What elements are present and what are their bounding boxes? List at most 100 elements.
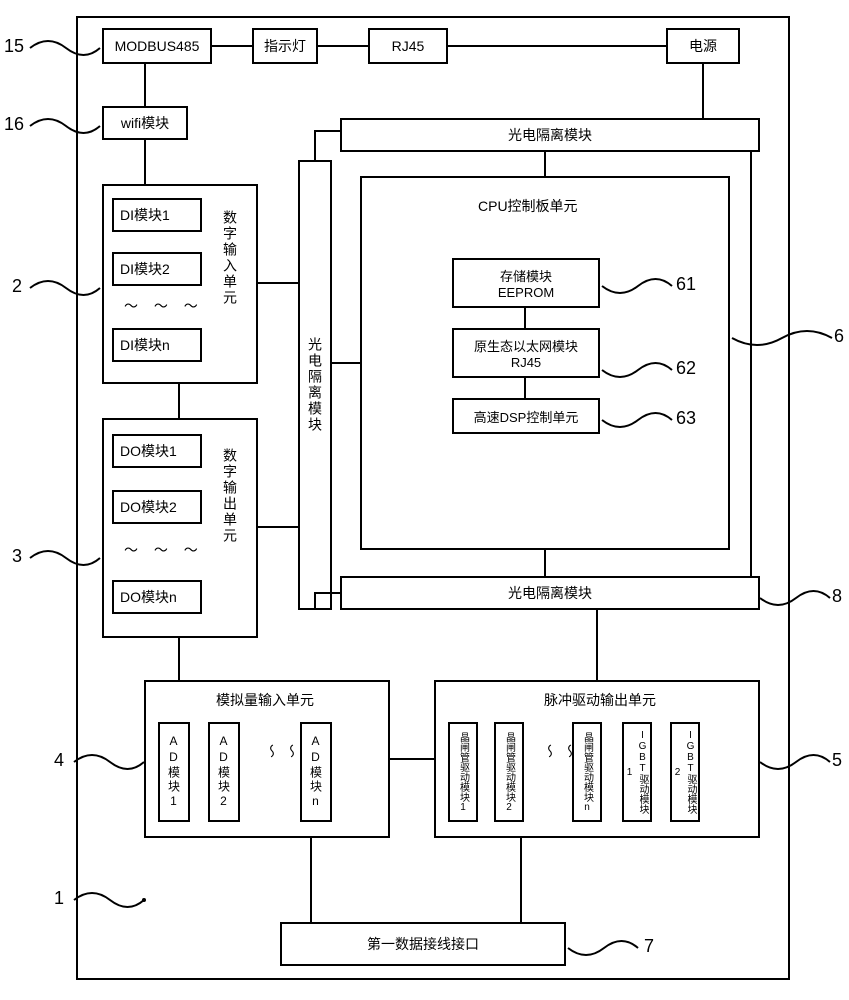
rj45-label: RJ45 xyxy=(392,38,425,54)
cpu-mem-eth xyxy=(524,308,526,328)
line-power-iso xyxy=(702,64,704,118)
iso-bottom: 光电隔离模块 xyxy=(340,576,760,610)
line-cpu-isobot xyxy=(544,550,546,576)
thy-m1-label: 晶闸管驱动模块1 xyxy=(456,732,471,813)
di-m2-label: DI模块2 xyxy=(120,259,170,279)
do-m2: DO模块2 xyxy=(112,490,202,524)
ad-mn: AD模块n xyxy=(300,722,332,822)
line-di-iso xyxy=(258,282,298,284)
wifi-box: wifi模块 xyxy=(102,106,188,140)
cpu-eth-dsp xyxy=(524,378,526,398)
iso-left: 光电隔离模块 xyxy=(298,160,332,610)
thy-mn: 晶闸管驱动模块n xyxy=(572,722,602,822)
lead-4 xyxy=(74,750,144,774)
line-iso-right xyxy=(750,152,752,576)
lead-15 xyxy=(30,36,100,60)
cpu-eth-val: RJ45 xyxy=(511,355,541,370)
do-m2-label: DO模块2 xyxy=(120,497,177,517)
lead-7 xyxy=(568,936,638,960)
bottom-iface-label: 第一数据接线接口 xyxy=(367,934,479,954)
analog-unit-label: 模拟量输入单元 xyxy=(216,690,314,710)
do-m1: DO模块1 xyxy=(112,434,202,468)
igbt-m2-label: IGBT驱动模块2 xyxy=(672,726,698,818)
di-m1: DI模块1 xyxy=(112,198,202,232)
modbus-box: MODBUS485 xyxy=(102,28,212,64)
line-wifi-di xyxy=(144,140,146,184)
cpu-eth-label: 原生态以太网模块 xyxy=(474,336,578,355)
line-isoleft-cpu xyxy=(332,362,360,364)
cpu-dsp: 高速DSP控制单元 xyxy=(452,398,600,434)
cpu-dsp-label: 高速DSP控制单元 xyxy=(474,407,579,426)
rj45-box: RJ45 xyxy=(368,28,448,64)
lead-2 xyxy=(30,276,100,300)
lead-63 xyxy=(602,408,672,432)
di-m1-label: DI模块1 xyxy=(120,205,170,225)
line-iso-bl-h xyxy=(314,592,340,594)
di-mn: DI模块n xyxy=(112,328,202,362)
wifi-label: wifi模块 xyxy=(121,113,169,133)
line-isobot-pulse xyxy=(596,610,598,680)
ref-62: 62 xyxy=(676,358,696,379)
di-unit-label: 数字输入单元 xyxy=(220,210,240,306)
pulse-unit-label: 脉冲驱动输出单元 xyxy=(544,690,656,710)
line-modbus-wifi xyxy=(144,64,146,106)
lead-61 xyxy=(602,274,672,298)
ref-16: 16 xyxy=(4,114,24,135)
iso-top-label: 光电隔离模块 xyxy=(508,125,592,145)
led-box: 指示灯 xyxy=(252,28,318,64)
cpu-eth: 原生态以太网模块 RJ45 xyxy=(452,328,600,378)
ref-63: 63 xyxy=(676,408,696,429)
ref-7: 7 xyxy=(644,936,654,957)
iso-left-label: 光电隔离模块 xyxy=(305,337,325,433)
ref-61: 61 xyxy=(676,274,696,295)
line-iso-tl xyxy=(314,130,316,160)
ref-4: 4 xyxy=(54,750,64,771)
line-analog-pulse xyxy=(390,758,434,760)
line-iso-bl xyxy=(314,592,316,610)
do-m1-label: DO模块1 xyxy=(120,441,177,461)
iso-bottom-label: 光电隔离模块 xyxy=(508,583,592,603)
line-isotop-cpu xyxy=(544,152,546,176)
cpu-mem-val: EEPROM xyxy=(498,285,554,300)
lead-6 xyxy=(732,326,832,350)
line-pulse-iface xyxy=(520,838,522,922)
line-analog-iface xyxy=(310,838,312,922)
igbt-m1: IGBT驱动模块1 xyxy=(622,722,652,822)
di-tilde: ～ ～ ～ xyxy=(124,296,204,316)
di-m2: DI模块2 xyxy=(112,252,202,286)
ref-6: 6 xyxy=(834,326,844,347)
ref-2: 2 xyxy=(12,276,22,297)
ref-15: 15 xyxy=(4,36,24,57)
line-iso-tl-h xyxy=(314,130,340,132)
ref-8: 8 xyxy=(832,586,842,607)
line-do-iso xyxy=(258,526,298,528)
cpu-unit-label: CPU控制板单元 xyxy=(478,196,578,216)
modbus-label: MODBUS485 xyxy=(115,38,200,54)
cpu-mem: 存储模块 EEPROM xyxy=(452,258,600,308)
ad-m2-label: AD模块2 xyxy=(216,734,233,810)
line-do-analog xyxy=(178,638,180,680)
line-di-do xyxy=(178,384,180,418)
led-label: 指示灯 xyxy=(264,36,306,56)
ref-3: 3 xyxy=(12,546,22,567)
igbt-m2: IGBT驱动模块2 xyxy=(670,722,700,822)
do-mn: DO模块n xyxy=(112,580,202,614)
power-label: 电源 xyxy=(689,36,717,56)
ad-m1-label: AD模块1 xyxy=(166,734,183,810)
bottom-iface: 第一数据接线接口 xyxy=(280,922,566,966)
thy-m2: 晶闸管驱动模块2 xyxy=(494,722,524,822)
do-tilde: ～ ～ ～ xyxy=(124,540,204,560)
do-mn-label: DO模块n xyxy=(120,587,177,607)
ref-5: 5 xyxy=(832,750,842,771)
ad-mn-label: AD模块n xyxy=(308,734,325,810)
lead-8 xyxy=(760,586,830,610)
thy-m2-label: 晶闸管驱动模块2 xyxy=(502,732,517,813)
thy-m1: 晶闸管驱动模块1 xyxy=(448,722,478,822)
do-unit-label: 数字输出单元 xyxy=(220,448,240,544)
lead-3 xyxy=(30,546,100,570)
thy-mn-label: 晶闸管驱动模块n xyxy=(580,732,595,813)
cpu-mem-label: 存储模块 xyxy=(500,266,552,285)
di-mn-label: DI模块n xyxy=(120,335,170,355)
ad-m1: AD模块1 xyxy=(158,722,190,822)
line-rj45-power xyxy=(448,45,666,47)
